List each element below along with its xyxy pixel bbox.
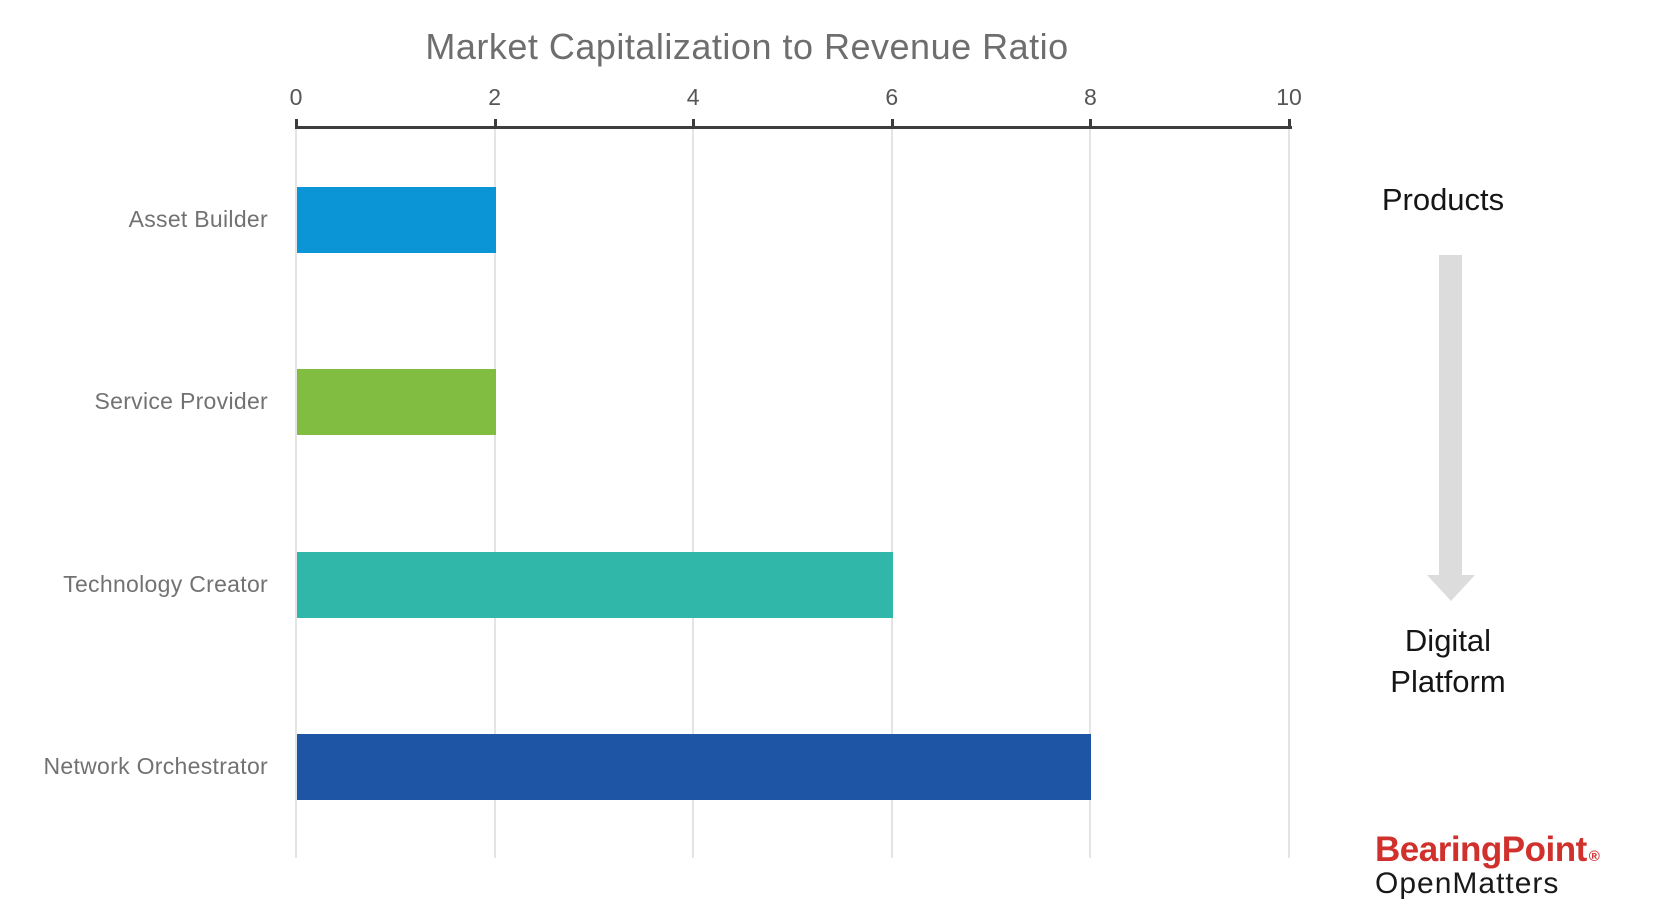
- x-axis-tick-4: [692, 119, 696, 129]
- category-label-network-orchestrator: Network Orchestrator: [43, 752, 268, 779]
- gridline-0: [295, 129, 297, 858]
- gridline-6: [890, 129, 893, 858]
- bar-asset-builder: [297, 187, 496, 254]
- x-axis-tick-label-8: 8: [1083, 84, 1097, 110]
- x-axis-tick-label-2: 2: [488, 84, 501, 110]
- category-label-asset-builder: Asset Builder: [128, 206, 268, 233]
- openmatters-label: OpenMatters: [1375, 867, 1560, 900]
- x-axis-tick-6: [890, 119, 894, 129]
- x-axis-tick-label-4: 4: [686, 84, 700, 110]
- x-axis-tick-8: [1089, 119, 1093, 129]
- bar-service-provider: [297, 369, 496, 436]
- gridline-10: [1288, 129, 1290, 858]
- category-label-technology-creator: Technology Creator: [63, 570, 268, 597]
- x-axis-line: [295, 126, 1292, 129]
- x-axis-tick-label-10: 10: [1276, 84, 1302, 110]
- category-label-service-provider: Service Provider: [94, 388, 268, 415]
- bearingpoint-logo: BearingPoint ®: [1375, 830, 1600, 870]
- registered-trademark-icon: ®: [1588, 848, 1600, 865]
- bar-technology-creator: [297, 551, 893, 618]
- products-label: Products: [1381, 182, 1505, 217]
- down-arrow-shaft: [1439, 255, 1462, 575]
- gridline-2: [493, 129, 496, 858]
- down-arrow-head: [1427, 575, 1475, 601]
- gridline-4: [692, 129, 695, 858]
- x-axis-tick-label-0: 0: [289, 84, 303, 110]
- digital-platform-label: Digital Platform: [1390, 623, 1506, 699]
- chart-title: Market Capitalization to Revenue Ratio: [425, 26, 1069, 67]
- bearingpoint-logo-text: BearingPoint: [1375, 830, 1587, 869]
- gridline-8: [1089, 129, 1092, 858]
- x-axis-tick-label-6: 6: [885, 84, 899, 110]
- x-axis-tick-0: [295, 119, 298, 129]
- x-axis-tick-10: [1288, 119, 1291, 129]
- bar-network-orchestrator: [297, 733, 1092, 800]
- x-axis-tick-2: [493, 119, 497, 129]
